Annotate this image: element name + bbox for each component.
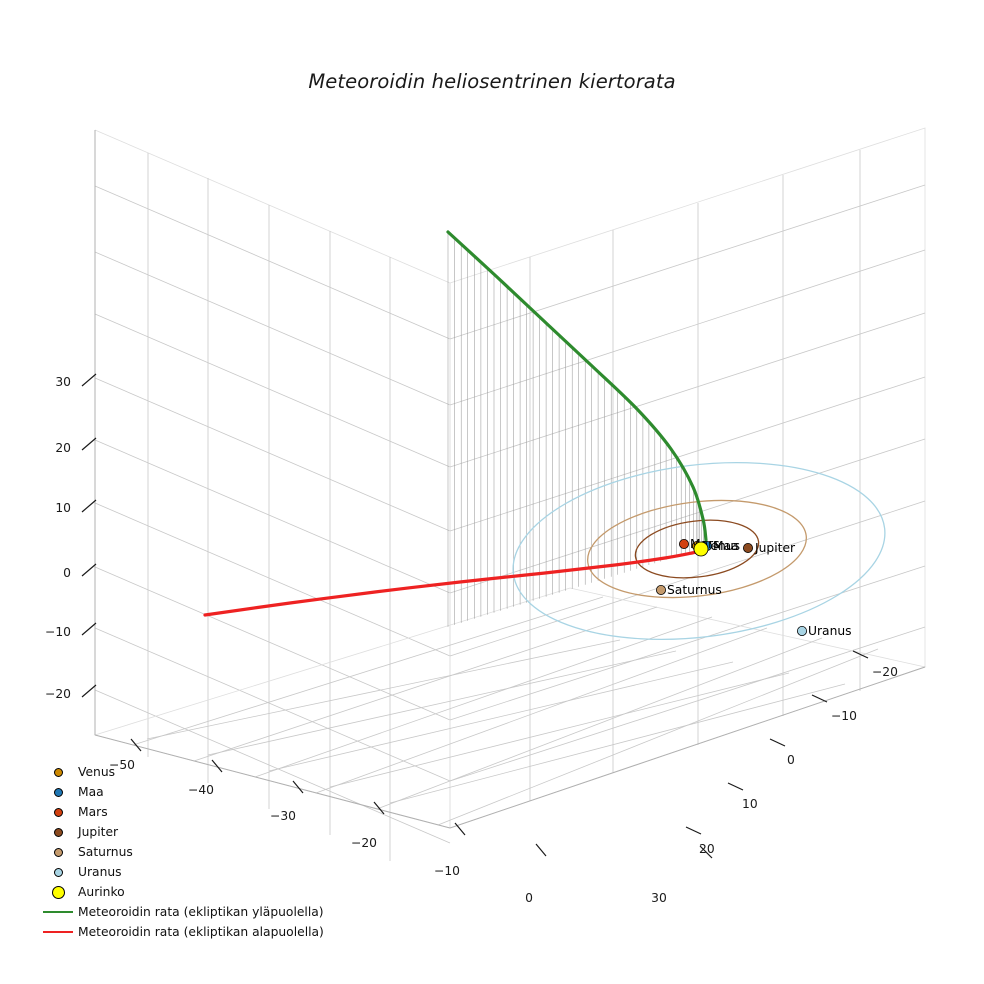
legend-item-meteoroidin[interactable]: Meteoroidin rata (ekliptikan yläpuolella…: [38, 902, 358, 922]
y-tick-label: 0: [787, 753, 795, 767]
body-label: Venus: [703, 539, 740, 553]
stem-lines-above: [447, 232, 707, 627]
legend-item-label: Maa: [78, 785, 104, 799]
pane-back-right: [449, 127, 926, 828]
legend-item-mars[interactable]: Mars: [38, 802, 358, 822]
legend-item-label: Mars: [78, 805, 108, 819]
legend-item-maa[interactable]: Maa: [38, 782, 358, 802]
x-axis-ticks: −50 −40 −30 −20 −10 0 30: [109, 738, 713, 905]
legend-line-swatch: [38, 930, 78, 934]
body-label: Maa: [713, 539, 739, 553]
legend-item-aurinko[interactable]: Aurinko: [38, 882, 358, 902]
legend-marker-swatch: [38, 867, 78, 877]
legend-marker-swatch: [38, 807, 78, 817]
line-glyph-icon: [43, 910, 73, 914]
Saturnus-orbit: [587, 499, 807, 599]
x-tick-label: −30: [270, 809, 296, 823]
z-tick-label: 30: [55, 375, 71, 389]
x-tick-label: −40: [188, 783, 214, 797]
page-title: Meteoroidin heliosentrinen kiertorata: [308, 70, 676, 93]
dot-glyph-icon: [53, 767, 63, 777]
legend-marker-swatch: [38, 885, 78, 899]
y-axis-ticks: −20 −10 0 10 20: [685, 650, 898, 856]
body-jupiter: Jupiter: [743, 541, 796, 555]
x-tick-label: −20: [351, 836, 377, 850]
dot-glyph-icon: [53, 847, 63, 857]
legend-marker-swatch: [38, 847, 78, 857]
legend-marker-swatch: [38, 767, 78, 777]
legend-item-label: Venus: [78, 765, 116, 779]
legend: Venus Maa Mars Jupiter Saturnus Uranus Aurinko…: [38, 762, 358, 942]
y-tick-label: 20: [699, 842, 715, 856]
legend-marker-swatch: [38, 787, 78, 797]
z-tick-label: −20: [45, 687, 71, 701]
x-tick-label: 30: [651, 891, 667, 905]
body-marker: [743, 543, 754, 554]
Jupiter-orbit: [634, 519, 760, 579]
dot-glyph-icon: [53, 827, 63, 837]
body-label: Saturnus: [667, 583, 722, 597]
orbit-ellipses: [512, 462, 886, 640]
dot-glyph-icon: [53, 807, 63, 817]
legend-item-label: Saturnus: [78, 845, 133, 859]
legend-marker-swatch: [38, 827, 78, 837]
pane-back-left: [94, 129, 451, 861]
body-marker: [656, 585, 667, 596]
z-tick-label: 0: [63, 566, 71, 580]
trajectory-above-ecliptic: [446, 230, 708, 542]
body-label: Jupiter: [754, 541, 796, 555]
Uranus-orbit: [512, 462, 886, 640]
axis-spines: [94, 130, 926, 829]
legend-item-meteoroidin[interactable]: Meteoroidin rata (ekliptikan alapuolella…: [38, 922, 358, 942]
legend-item-label: Uranus: [78, 865, 122, 879]
y-tick-label: −20: [872, 665, 898, 679]
legend-item-saturnus[interactable]: Saturnus: [38, 842, 358, 862]
dot-glyph-icon: [53, 787, 63, 797]
legend-item-uranus[interactable]: Uranus: [38, 862, 358, 882]
legend-item-label: Meteoroidin rata (ekliptikan yläpuolella…: [78, 905, 324, 919]
z-tick-label: −10: [45, 625, 71, 639]
body-marker: [679, 539, 690, 550]
x-tick-label: −50: [109, 758, 135, 772]
line-glyph-icon: [43, 930, 73, 934]
legend-line-swatch: [38, 910, 78, 914]
body-saturnus: Saturnus: [656, 583, 722, 597]
body-label: Uranus: [808, 624, 852, 638]
body-uranus: Uranus: [797, 624, 852, 638]
legend-item-jupiter[interactable]: Jupiter: [38, 822, 358, 842]
z-tick-label: 10: [55, 501, 71, 515]
dot-glyph-icon: [53, 867, 63, 877]
x-tick-label: 0: [525, 891, 533, 905]
trajectory-below-ecliptic: [203, 548, 705, 617]
y-tick-label: 10: [742, 797, 758, 811]
y-tick-label: −10: [831, 709, 857, 723]
x-tick-label: −10: [434, 864, 460, 878]
z-axis-ticks: 30 20 10 0 −10 −20: [45, 373, 97, 701]
legend-item-label: Aurinko: [78, 885, 125, 899]
legend-item-label: Meteoroidin rata (ekliptikan alapuolella…: [78, 925, 324, 939]
z-tick-label: 20: [55, 441, 71, 455]
body-marker: [693, 541, 709, 557]
legend-item-label: Jupiter: [78, 825, 119, 839]
body-marker: [797, 626, 808, 637]
legend-item-venus[interactable]: Venus: [38, 762, 358, 782]
body-aurinko: [693, 541, 709, 557]
dot-glyph-icon: [51, 885, 65, 899]
